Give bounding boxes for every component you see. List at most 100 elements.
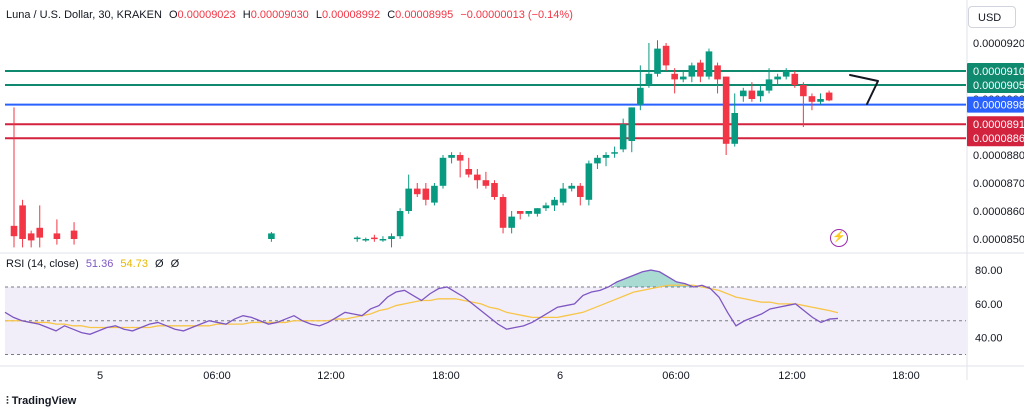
rsi-pane: 80.00 60.00 40.00	[4, 265, 1003, 356]
high-label: H	[242, 9, 251, 21]
high-value: 0.00009030	[250, 9, 309, 21]
candle-body	[662, 45, 670, 66]
candle-body	[491, 183, 498, 197]
candle-body	[465, 169, 473, 175]
candle-body	[534, 208, 541, 214]
candle-body	[422, 188, 430, 200]
candle-body	[551, 199, 558, 206]
candle-body	[602, 155, 610, 158]
candle-body	[585, 163, 593, 200]
candle-body	[379, 239, 387, 241]
candle-body	[362, 239, 370, 241]
candle-body	[388, 236, 395, 239]
time-axis[interactable]: 5 06:00 12:00 18:00 6 06:00 12:00 18:00	[97, 370, 920, 382]
level-price-label: 0.0000910	[973, 66, 1024, 78]
candle-body	[53, 233, 61, 239]
candle-body	[757, 90, 764, 97]
candle-body	[482, 180, 490, 186]
flash-icon[interactable]: ⚡	[830, 229, 848, 247]
low-value: 0.00008992	[322, 9, 381, 21]
candle-body	[19, 205, 26, 239]
rsi-tick-label: 60.00	[975, 299, 1003, 311]
candle-body	[268, 233, 275, 239]
time-tick-label: 18:00	[892, 370, 920, 382]
candle-body	[371, 237, 378, 240]
price-tick-label: 0.0000880	[973, 150, 1024, 162]
symbol-title: Luna / U.S. Dollar, 30, KRAKEN	[6, 9, 162, 21]
candle-body	[353, 237, 361, 240]
price-axis[interactable]: 0.00009200.00009000.00008900.00008800.00…	[967, 38, 1024, 246]
candle-body	[431, 185, 438, 203]
candle-body	[525, 211, 533, 214]
candle-body	[508, 216, 515, 228]
candle-body	[405, 188, 412, 211]
price-tick-label: 0.0000870	[973, 178, 1024, 190]
low-label: L	[315, 9, 322, 21]
candle-body	[448, 155, 455, 158]
level-price-label: 0.0000898	[973, 100, 1024, 112]
candle-body	[413, 188, 421, 195]
candle-body	[791, 73, 799, 85]
candle-body	[594, 157, 601, 164]
candle-body	[456, 155, 464, 161]
candle-body	[800, 85, 807, 97]
horizontal-levels[interactable]	[5, 70, 966, 140]
rsi-tick-label: 80.00	[975, 265, 1003, 277]
candle-body	[516, 211, 524, 214]
rsi-extra-1: Ø	[155, 258, 164, 270]
close-label: C	[387, 9, 396, 21]
candle-body	[722, 76, 730, 144]
candle-body	[36, 227, 44, 238]
rsi-line	[4, 269, 839, 335]
candle-body	[628, 107, 636, 141]
candle-body	[714, 65, 721, 80]
rsi-header: RSI (14, close) 51.36 54.73 Ø Ø	[6, 258, 179, 270]
candle-body	[474, 174, 481, 181]
symbol-header: Luna / U.S. Dollar, 30, KRAKEN O 0.000090…	[6, 9, 573, 21]
candle-body	[542, 205, 550, 209]
currency-button[interactable]: USD	[968, 6, 1016, 28]
tradingview-logo-icon: ⫶	[6, 395, 9, 407]
rsi-extra-2: Ø	[170, 258, 180, 270]
candle-body	[808, 96, 816, 102]
rsi-ma-value: 54.73	[120, 258, 148, 270]
direction-arrow	[849, 74, 879, 105]
candle-body	[774, 76, 781, 80]
candle-body	[637, 87, 644, 105]
price-tick-label: 0.0000920	[973, 38, 1024, 50]
time-tick-label: 12:00	[778, 370, 806, 382]
time-tick-label: 5	[97, 370, 103, 382]
price-tick-label: 0.0000860	[973, 206, 1024, 218]
candle-body	[619, 124, 627, 150]
price-tick-label: 0.0000850	[973, 234, 1024, 246]
candle-body	[499, 197, 507, 228]
rsi-title: RSI (14, close)	[6, 258, 79, 270]
candle-body	[705, 51, 713, 77]
candle-body	[740, 90, 747, 97]
candle-body	[10, 225, 18, 237]
candle-body	[396, 211, 404, 237]
time-tick-label: 06:00	[662, 370, 690, 382]
time-tick-label: 18:00	[432, 370, 460, 382]
candles	[10, 40, 833, 248]
time-tick-label: 12:00	[317, 370, 345, 382]
time-tick-label: 06:00	[203, 370, 231, 382]
candle-body	[611, 152, 618, 154]
candle-body	[576, 185, 584, 197]
level-price-label: 0.0000891	[973, 119, 1024, 131]
candle-body	[748, 90, 756, 99]
level-price-tag	[967, 63, 1024, 79]
level-price-tag	[967, 96, 1024, 113]
level-price-label: 0.0000905	[973, 80, 1024, 92]
price-pane-grid	[0, 0, 1024, 380]
level-price-tag	[967, 116, 1024, 133]
brand-name: TradingView	[11, 395, 77, 407]
candle-body	[817, 99, 824, 102]
tradingview-brand[interactable]: ⫶ TradingView	[6, 395, 76, 408]
rsi-tick-label: 40.00	[975, 333, 1003, 345]
close-value: 0.00008995	[395, 9, 454, 21]
level-price-label: 0.0000886	[973, 133, 1024, 145]
open-label: O	[168, 9, 178, 21]
candle-body	[645, 73, 653, 85]
